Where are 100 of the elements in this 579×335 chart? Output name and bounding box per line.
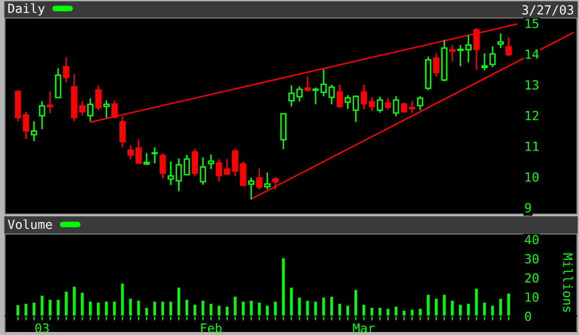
bar xyxy=(499,298,502,316)
bar xyxy=(218,306,220,316)
bar xyxy=(113,302,116,316)
bar xyxy=(226,306,228,316)
candlestick xyxy=(304,76,311,92)
candlestick xyxy=(400,102,408,114)
candlestick xyxy=(392,96,400,116)
bar xyxy=(80,292,84,316)
candlestick xyxy=(111,100,118,118)
candlestick xyxy=(465,34,472,63)
y-tick-label: 9 xyxy=(525,203,531,213)
candlestick xyxy=(408,101,416,114)
candlestick xyxy=(46,91,54,114)
bar xyxy=(386,308,390,316)
text: 3/27/03 xyxy=(522,5,574,16)
candlestick xyxy=(497,33,504,48)
y-tick-label: 15 xyxy=(526,18,538,28)
bar xyxy=(177,288,180,316)
candlestick xyxy=(320,69,327,96)
bar xyxy=(32,302,36,316)
bar xyxy=(282,258,285,316)
x-tick-label: Mar xyxy=(353,323,375,333)
candlestick xyxy=(272,177,278,190)
candlestick xyxy=(376,96,384,113)
y-tick-label: 13 xyxy=(526,80,538,90)
y-tick-label: 12 xyxy=(526,110,538,120)
bar xyxy=(48,300,52,316)
candlestick xyxy=(481,53,488,71)
candlestick xyxy=(127,145,134,160)
y-tick-label: 11 xyxy=(526,142,538,151)
candlestick xyxy=(54,68,62,98)
candlestick xyxy=(296,86,303,102)
bar xyxy=(314,302,317,316)
candlestick xyxy=(506,37,512,56)
bar xyxy=(410,310,414,316)
candlestick xyxy=(95,85,102,111)
bar xyxy=(322,298,325,316)
y-tick-label: 40 xyxy=(524,234,538,244)
x-tick-label: Feb xyxy=(201,323,222,333)
bar xyxy=(40,296,44,316)
candlestick xyxy=(232,148,238,176)
candlestick xyxy=(256,168,262,190)
y-tick-label: 10 xyxy=(526,172,538,182)
candlestick xyxy=(328,84,335,104)
y-tick-label: 30 xyxy=(525,254,538,264)
candlestick xyxy=(216,159,222,182)
candlestick xyxy=(30,121,38,142)
candlestick xyxy=(473,28,480,70)
candlestick xyxy=(248,178,254,200)
candlestick xyxy=(143,153,150,166)
candlestick xyxy=(87,98,94,122)
bar xyxy=(402,310,406,316)
bar xyxy=(507,294,510,316)
bar xyxy=(483,302,486,316)
x-tick-label: 03 xyxy=(35,323,49,333)
candlestick xyxy=(288,85,295,107)
bar xyxy=(378,308,382,316)
bar xyxy=(330,296,333,316)
bar xyxy=(475,288,478,316)
bar xyxy=(210,304,212,316)
bar xyxy=(306,300,309,316)
bar xyxy=(202,300,204,316)
y-tick-label: 14 xyxy=(526,50,539,59)
candlestick xyxy=(449,44,456,62)
candlestick xyxy=(135,139,142,164)
bar xyxy=(234,296,236,316)
candlestick xyxy=(433,53,440,77)
legend-label: Daily xyxy=(8,3,45,16)
y-tick-label: 0 xyxy=(525,312,531,322)
candlestick xyxy=(264,172,270,190)
candlestick xyxy=(22,112,30,140)
candlestick xyxy=(489,46,496,68)
bar xyxy=(298,298,301,316)
bar xyxy=(72,286,76,316)
candlestick xyxy=(63,57,70,82)
candlestick xyxy=(384,98,392,110)
candlestick xyxy=(240,161,246,186)
bar xyxy=(129,298,132,316)
bar xyxy=(145,308,148,316)
bar xyxy=(394,306,398,316)
candlestick xyxy=(457,44,464,66)
candlestick xyxy=(312,87,319,104)
bar xyxy=(137,300,140,316)
candlestick xyxy=(200,157,206,185)
bar xyxy=(290,288,293,316)
candlestick xyxy=(417,96,424,110)
bar xyxy=(64,292,68,316)
y-tick-label: 10 xyxy=(526,292,538,302)
candlestick xyxy=(103,100,110,118)
bar xyxy=(467,304,470,316)
candlestick xyxy=(208,154,214,170)
candlestick xyxy=(336,84,343,108)
bar xyxy=(56,300,60,316)
candlestick xyxy=(224,159,230,176)
bar xyxy=(121,284,124,316)
bar xyxy=(24,304,28,316)
legend-label: Volume xyxy=(8,219,52,230)
candlestick xyxy=(38,101,46,130)
candlestick xyxy=(192,148,198,176)
y-axis-title: Millions xyxy=(563,253,573,312)
